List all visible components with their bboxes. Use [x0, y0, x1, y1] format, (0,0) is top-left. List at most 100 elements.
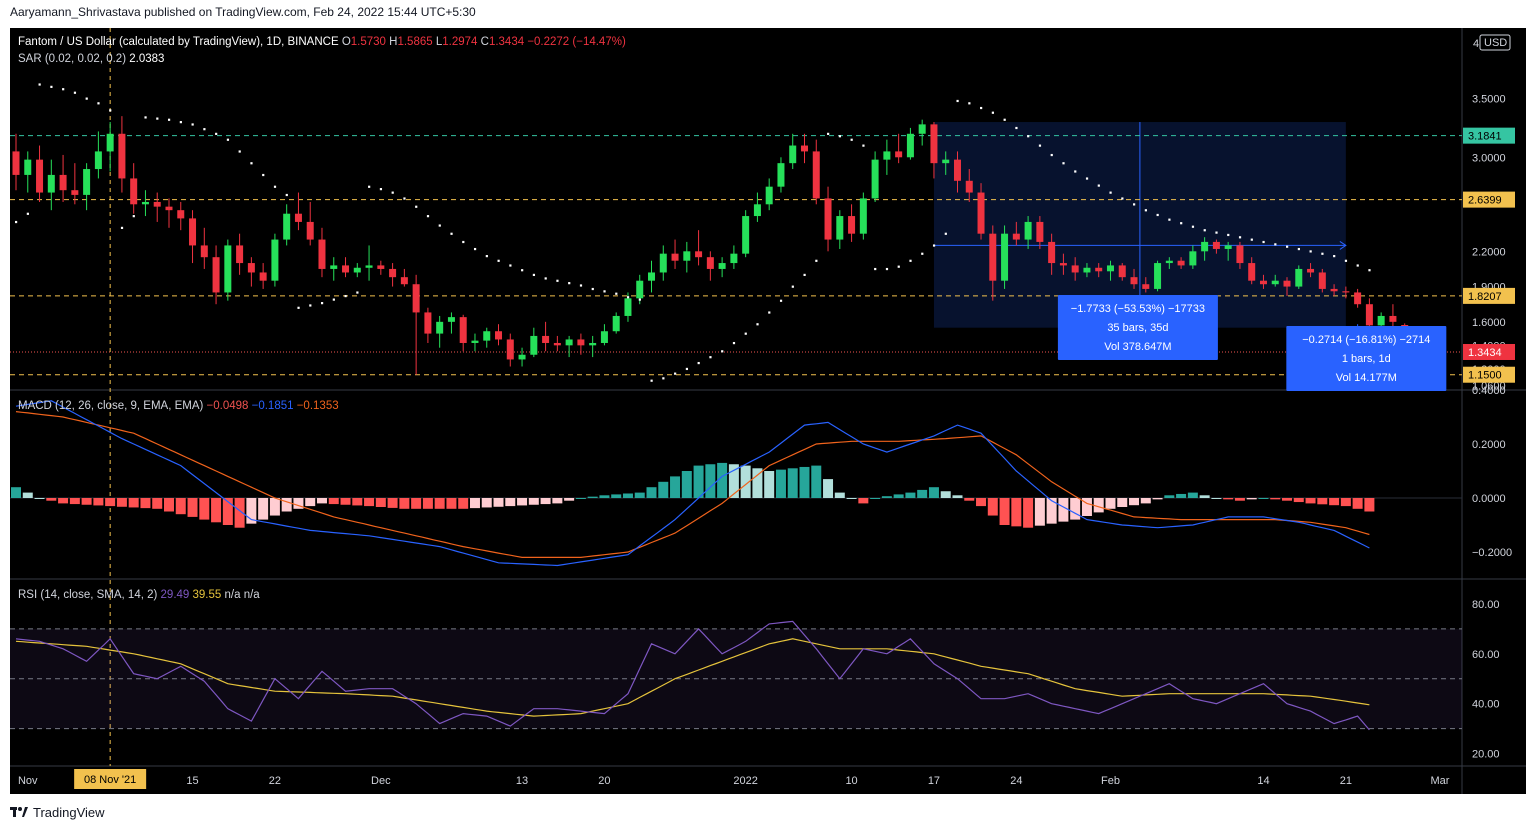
candle[interactable] — [224, 245, 232, 293]
candle[interactable] — [259, 272, 267, 281]
candle[interactable] — [589, 342, 597, 346]
candle[interactable] — [1142, 284, 1150, 289]
candle[interactable] — [294, 213, 302, 222]
candle[interactable] — [106, 133, 114, 152]
candle[interactable] — [895, 151, 903, 158]
candle[interactable] — [836, 216, 844, 240]
candle[interactable] — [777, 163, 785, 187]
candle[interactable] — [330, 265, 338, 269]
candle[interactable] — [447, 317, 455, 322]
candle[interactable] — [930, 124, 938, 164]
candle[interactable] — [518, 354, 526, 360]
candle[interactable] — [989, 233, 997, 281]
candle[interactable] — [718, 263, 726, 269]
chart-canvas[interactable]: −1.7733 (−53.53%) −17733 35 bars, 35d Vol … — [10, 28, 1526, 794]
candle[interactable] — [1342, 291, 1350, 293]
candle[interactable] — [1354, 292, 1362, 305]
candle[interactable] — [765, 186, 773, 205]
candle[interactable] — [495, 331, 503, 340]
candle[interactable] — [118, 133, 126, 179]
candle[interactable] — [977, 192, 985, 234]
candle[interactable] — [36, 159, 44, 193]
currency-button[interactable] — [1479, 34, 1511, 51]
candle[interactable] — [565, 339, 573, 346]
candle[interactable] — [1095, 267, 1103, 272]
candle[interactable] — [530, 335, 538, 355]
candle[interactable] — [1130, 277, 1138, 285]
candle[interactable] — [1236, 245, 1244, 264]
candle[interactable] — [848, 216, 856, 234]
candle[interactable] — [1165, 260, 1173, 264]
candle[interactable] — [271, 239, 279, 281]
candle[interactable] — [553, 342, 561, 346]
candle[interactable] — [730, 253, 738, 264]
candle[interactable] — [1365, 304, 1373, 326]
candle[interactable] — [1012, 233, 1020, 240]
candle[interactable] — [1377, 315, 1385, 326]
candle[interactable] — [1318, 272, 1326, 289]
candle[interactable] — [212, 257, 220, 293]
candle[interactable] — [400, 277, 408, 285]
rsi-legend[interactable]: RSI (14, close, SMA, 14, 2) 29.49 39.55 … — [18, 589, 260, 601]
candle[interactable] — [953, 159, 961, 181]
measure-label[interactable] — [1057, 295, 1218, 360]
candle[interactable] — [94, 151, 102, 170]
candle[interactable] — [1307, 268, 1315, 273]
candle[interactable] — [1248, 263, 1256, 281]
candle[interactable] — [812, 151, 820, 199]
candle[interactable] — [353, 267, 361, 273]
candle[interactable] — [200, 245, 208, 258]
candle[interactable] — [965, 180, 973, 193]
candle[interactable] — [1083, 267, 1091, 273]
candle[interactable] — [189, 218, 197, 246]
candle[interactable] — [177, 210, 185, 219]
candle[interactable] — [471, 340, 479, 343]
candle[interactable] — [130, 178, 138, 205]
candle[interactable] — [636, 280, 644, 299]
candle[interactable] — [1389, 315, 1397, 322]
candle[interactable] — [1259, 280, 1267, 285]
candle[interactable] — [1154, 263, 1162, 289]
candle[interactable] — [247, 263, 255, 273]
candle[interactable] — [612, 315, 620, 332]
candle[interactable] — [1201, 241, 1209, 252]
candle[interactable] — [318, 239, 326, 269]
candle[interactable] — [883, 151, 891, 160]
candle[interactable] — [306, 221, 314, 240]
candle[interactable] — [600, 331, 608, 343]
candle[interactable] — [1118, 265, 1126, 278]
candle[interactable] — [236, 245, 244, 264]
candle[interactable] — [365, 265, 373, 268]
candle[interactable] — [800, 145, 808, 152]
candle[interactable] — [59, 174, 67, 191]
candle[interactable] — [1001, 233, 1009, 281]
candle[interactable] — [506, 339, 514, 360]
candle[interactable] — [753, 204, 761, 217]
candle[interactable] — [83, 169, 91, 195]
candle[interactable] — [377, 265, 385, 269]
candle[interactable] — [659, 253, 667, 273]
candle[interactable] — [424, 312, 432, 334]
candle[interactable] — [153, 201, 161, 207]
candle[interactable] — [12, 151, 20, 175]
candle[interactable] — [459, 317, 467, 343]
candle[interactable] — [483, 331, 491, 341]
candle[interactable] — [906, 133, 914, 158]
candle[interactable] — [165, 206, 173, 211]
candle[interactable] — [47, 174, 55, 193]
candle[interactable] — [436, 321, 444, 334]
candle[interactable] — [24, 159, 32, 175]
candle[interactable] — [1071, 265, 1079, 273]
candle[interactable] — [695, 251, 703, 258]
candle[interactable] — [1036, 221, 1044, 242]
candle[interactable] — [706, 257, 714, 269]
candle[interactable] — [1024, 221, 1032, 240]
candle[interactable] — [1177, 260, 1185, 266]
candle[interactable] — [283, 213, 291, 240]
candle[interactable] — [342, 265, 350, 273]
candle[interactable] — [1295, 268, 1303, 287]
candle[interactable] — [1283, 280, 1291, 287]
sar-legend[interactable]: SAR (0.02, 0.02, 0.2) 2.0383 — [18, 53, 164, 65]
candle[interactable] — [1330, 288, 1338, 292]
candle[interactable] — [648, 272, 656, 281]
